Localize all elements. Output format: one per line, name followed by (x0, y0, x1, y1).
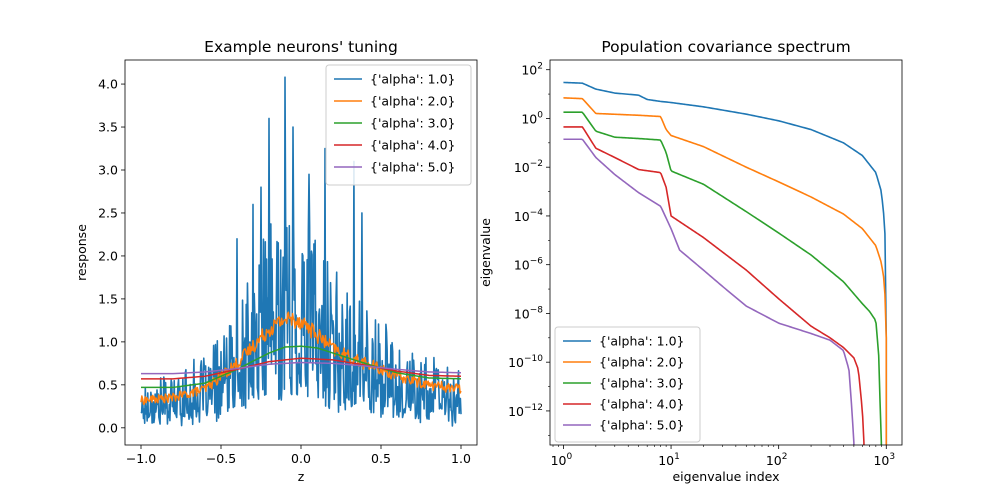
y-tick-label: 102 (521, 62, 543, 78)
tick-exponent: 2 (782, 452, 788, 462)
tick-exponent: −6 (530, 257, 544, 267)
plot-area-left (140, 76, 462, 427)
y-tick-label: 2.0 (98, 248, 118, 263)
y-tick-label: 10−10 (508, 354, 543, 370)
series-line (563, 138, 855, 445)
tick-base: 10 (873, 453, 889, 468)
x-tick-label: −0.5 (206, 451, 236, 466)
x-tick-label: −1.0 (126, 451, 156, 466)
x-tick-label: 100 (551, 452, 573, 468)
series-line (563, 126, 865, 445)
chart-title: Example neurons' tuning (204, 38, 398, 56)
series-line (141, 345, 462, 389)
legend: {'alpha': 1.0} {'alpha': 2.0} {'alpha': 3.… (325, 64, 472, 186)
series-line (563, 111, 883, 445)
x-tick-label: 0.5 (371, 451, 391, 466)
legend-label: {'alpha': 2.0} (599, 355, 685, 370)
legend-label: {'alpha': 5.0} (370, 160, 456, 175)
tick-base: 10 (521, 111, 537, 126)
y-tick-label: 3.0 (98, 163, 118, 178)
tick-base: 10 (514, 160, 530, 175)
tick-base: 10 (514, 306, 530, 321)
legend-label: {'alpha': 5.0} (599, 418, 685, 433)
legend-label: {'alpha': 3.0} (599, 376, 685, 391)
y-tick-label: 10−4 (514, 208, 543, 224)
chart-title: Population covariance spectrum (601, 38, 850, 56)
series-line (140, 311, 462, 405)
y-tick-label: 10−6 (514, 257, 543, 273)
tick-exponent: 0 (567, 452, 573, 462)
left-chart-tuning: −1.0 −0.5 0.0 0.5 1.0 0.0 0.5 1.0 1.5 2.0 2.5 3.0 3.… (74, 38, 478, 484)
series-line (563, 97, 888, 445)
y-tick-label: 2.5 (98, 205, 118, 220)
tick-base: 10 (551, 453, 567, 468)
legend-label: {'alpha': 1.0} (599, 334, 685, 349)
tick-exponent: −12 (524, 403, 543, 413)
legend-box (554, 326, 701, 443)
y-tick-label: 100 (521, 110, 543, 126)
tick-base: 10 (521, 63, 537, 78)
x-tick-label: 1.0 (451, 451, 471, 466)
y-tick-label: 4.0 (98, 77, 118, 92)
right-chart-spectrum: 100 101 102 10310−1210−1010−810−610−410−210… (478, 38, 903, 484)
x-axis-label: eigenvalue index (672, 469, 779, 484)
tick-exponent: −8 (530, 305, 544, 315)
plot-area-right (563, 81, 888, 445)
series-line (141, 361, 462, 375)
x-tick-label: 0.0 (291, 451, 311, 466)
y-axis-label: response (74, 224, 89, 281)
legend-label: {'alpha': 4.0} (370, 138, 456, 153)
tick-base: 10 (514, 258, 530, 273)
legend-label: {'alpha': 2.0} (370, 94, 456, 109)
series-line (141, 357, 462, 380)
tick-base: 10 (658, 453, 674, 468)
tick-exponent: 0 (537, 110, 543, 120)
y-axis-label: eigenvalue (478, 218, 493, 287)
y-tick-label: 10−2 (514, 159, 543, 175)
legend-label: {'alpha': 4.0} (599, 397, 685, 412)
y-tick-label: 10−8 (514, 305, 543, 321)
tick-exponent: 2 (537, 62, 543, 72)
y-tick-label: 3.5 (98, 120, 118, 135)
x-tick-label: 102 (766, 452, 788, 468)
legend-label: {'alpha': 3.0} (370, 116, 456, 131)
tick-exponent: 3 (889, 452, 895, 462)
tick-exponent: −10 (524, 354, 543, 364)
y-tick-label: 0.0 (98, 420, 118, 435)
x-tick-label: 103 (873, 452, 895, 468)
tick-base: 10 (766, 453, 782, 468)
y-tick-label: 10−12 (508, 403, 543, 419)
tick-exponent: 1 (674, 452, 680, 462)
tick-exponent: −2 (530, 159, 543, 169)
legend-box (325, 64, 472, 186)
tick-exponent: −4 (530, 208, 544, 218)
x-axis-label: z (298, 469, 305, 484)
legend: {'alpha': 1.0} {'alpha': 2.0} {'alpha': 3.… (554, 326, 701, 443)
x-tick-label: 101 (658, 452, 680, 468)
tick-base: 10 (508, 404, 524, 419)
y-tick-label: 0.5 (98, 377, 118, 392)
y-tick-label: 1.0 (98, 334, 118, 349)
y-tick-label: 1.5 (98, 291, 118, 306)
axes-frame (549, 59, 903, 446)
series-line (563, 81, 888, 445)
tick-base: 10 (514, 209, 530, 224)
tick-base: 10 (508, 355, 524, 370)
legend-label: {'alpha': 1.0} (370, 72, 456, 87)
